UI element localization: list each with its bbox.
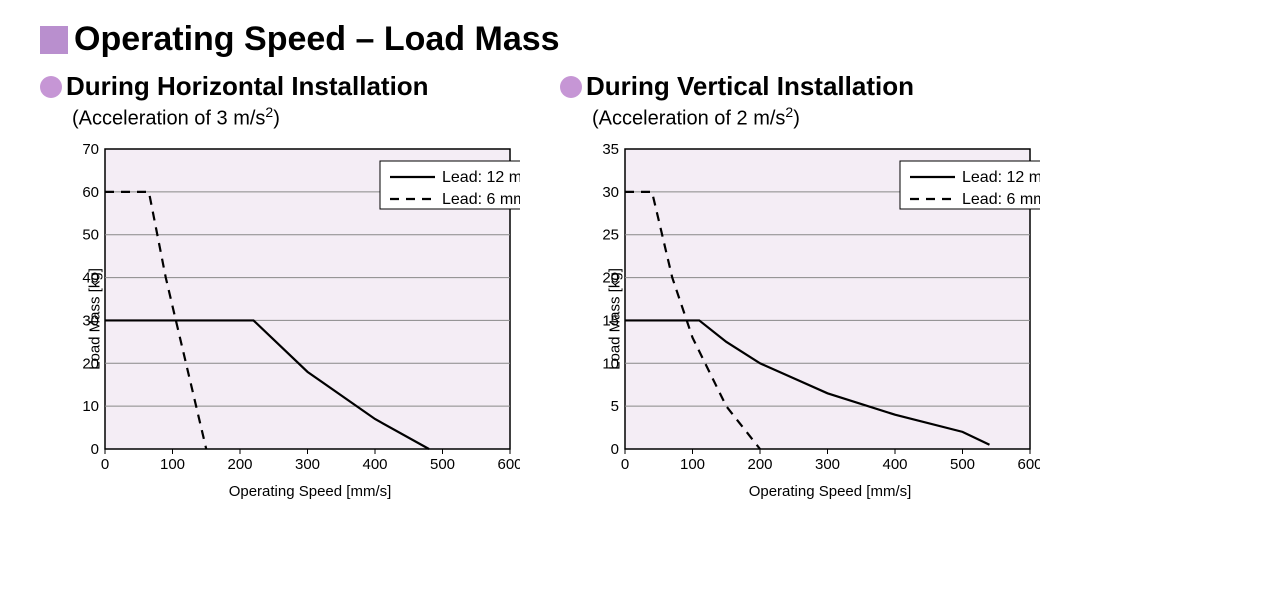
chart-horizontal: During Horizontal Installation (Accelera… (40, 71, 520, 500)
svg-text:400: 400 (882, 456, 907, 473)
svg-text:100: 100 (680, 456, 705, 473)
svg-text:70: 70 (82, 141, 99, 158)
x-axis-label: Operating Speed [mm/s] (100, 483, 520, 500)
charts-row: During Horizontal Installation (Accelera… (40, 71, 1240, 500)
square-bullet-icon (40, 26, 68, 54)
svg-text:Lead: 12 mm: Lead: 12 mm (442, 169, 520, 186)
x-axis-label: Operating Speed [mm/s] (620, 483, 1040, 500)
subtitle-row: During Vertical Installation (560, 71, 1040, 102)
chart-wrap: Load Mass [kg] 0102030405060700100200300… (50, 139, 520, 500)
svg-text:300: 300 (815, 456, 840, 473)
svg-text:0: 0 (621, 456, 629, 473)
svg-text:25: 25 (602, 226, 619, 243)
svg-text:Lead: 12 mm: Lead: 12 mm (962, 169, 1040, 186)
svg-text:0: 0 (611, 441, 619, 458)
circle-bullet-icon (560, 76, 582, 98)
svg-text:Lead: 6 mm: Lead: 6 mm (962, 191, 1040, 208)
svg-text:0: 0 (91, 441, 99, 458)
svg-text:100: 100 (160, 456, 185, 473)
chart-svg: 051015202530350100200300400500600Lead: 1… (570, 139, 1040, 479)
svg-text:10: 10 (82, 398, 99, 415)
svg-text:500: 500 (430, 456, 455, 473)
chart-vertical: During Vertical Installation (Accelerati… (560, 71, 1040, 500)
y-axis-label: Load Mass [kg] (86, 268, 103, 370)
subtitle-row: During Horizontal Installation (40, 71, 520, 102)
main-title: Operating Speed – Load Mass (74, 20, 560, 59)
svg-text:500: 500 (950, 456, 975, 473)
svg-text:400: 400 (362, 456, 387, 473)
chart-svg-container: 051015202530350100200300400500600Lead: 1… (570, 139, 1040, 479)
circle-bullet-icon (40, 76, 62, 98)
svg-text:Lead: 6 mm: Lead: 6 mm (442, 191, 520, 208)
svg-text:30: 30 (602, 184, 619, 201)
svg-text:300: 300 (295, 456, 320, 473)
y-axis-label: Load Mass [kg] (606, 268, 623, 370)
svg-text:5: 5 (611, 398, 619, 415)
chart-subtitle: During Horizontal Installation (66, 71, 429, 102)
svg-text:200: 200 (747, 456, 772, 473)
chart-wrap: Load Mass [kg] 0510152025303501002003004… (570, 139, 1040, 500)
svg-text:600: 600 (497, 456, 520, 473)
svg-text:35: 35 (602, 141, 619, 158)
svg-text:0: 0 (101, 456, 109, 473)
svg-text:60: 60 (82, 184, 99, 201)
main-title-row: Operating Speed – Load Mass (40, 20, 1240, 59)
svg-text:50: 50 (82, 226, 99, 243)
chart-svg: 0102030405060700100200300400500600Lead: … (50, 139, 520, 479)
svg-text:600: 600 (1017, 456, 1040, 473)
chart-subtitle: During Vertical Installation (586, 71, 914, 102)
chart-svg-container: 0102030405060700100200300400500600Lead: … (50, 139, 520, 479)
chart-accel: (Acceleration of 3 m/s2) (72, 104, 520, 131)
svg-text:200: 200 (227, 456, 252, 473)
chart-accel: (Acceleration of 2 m/s2) (592, 104, 1040, 131)
